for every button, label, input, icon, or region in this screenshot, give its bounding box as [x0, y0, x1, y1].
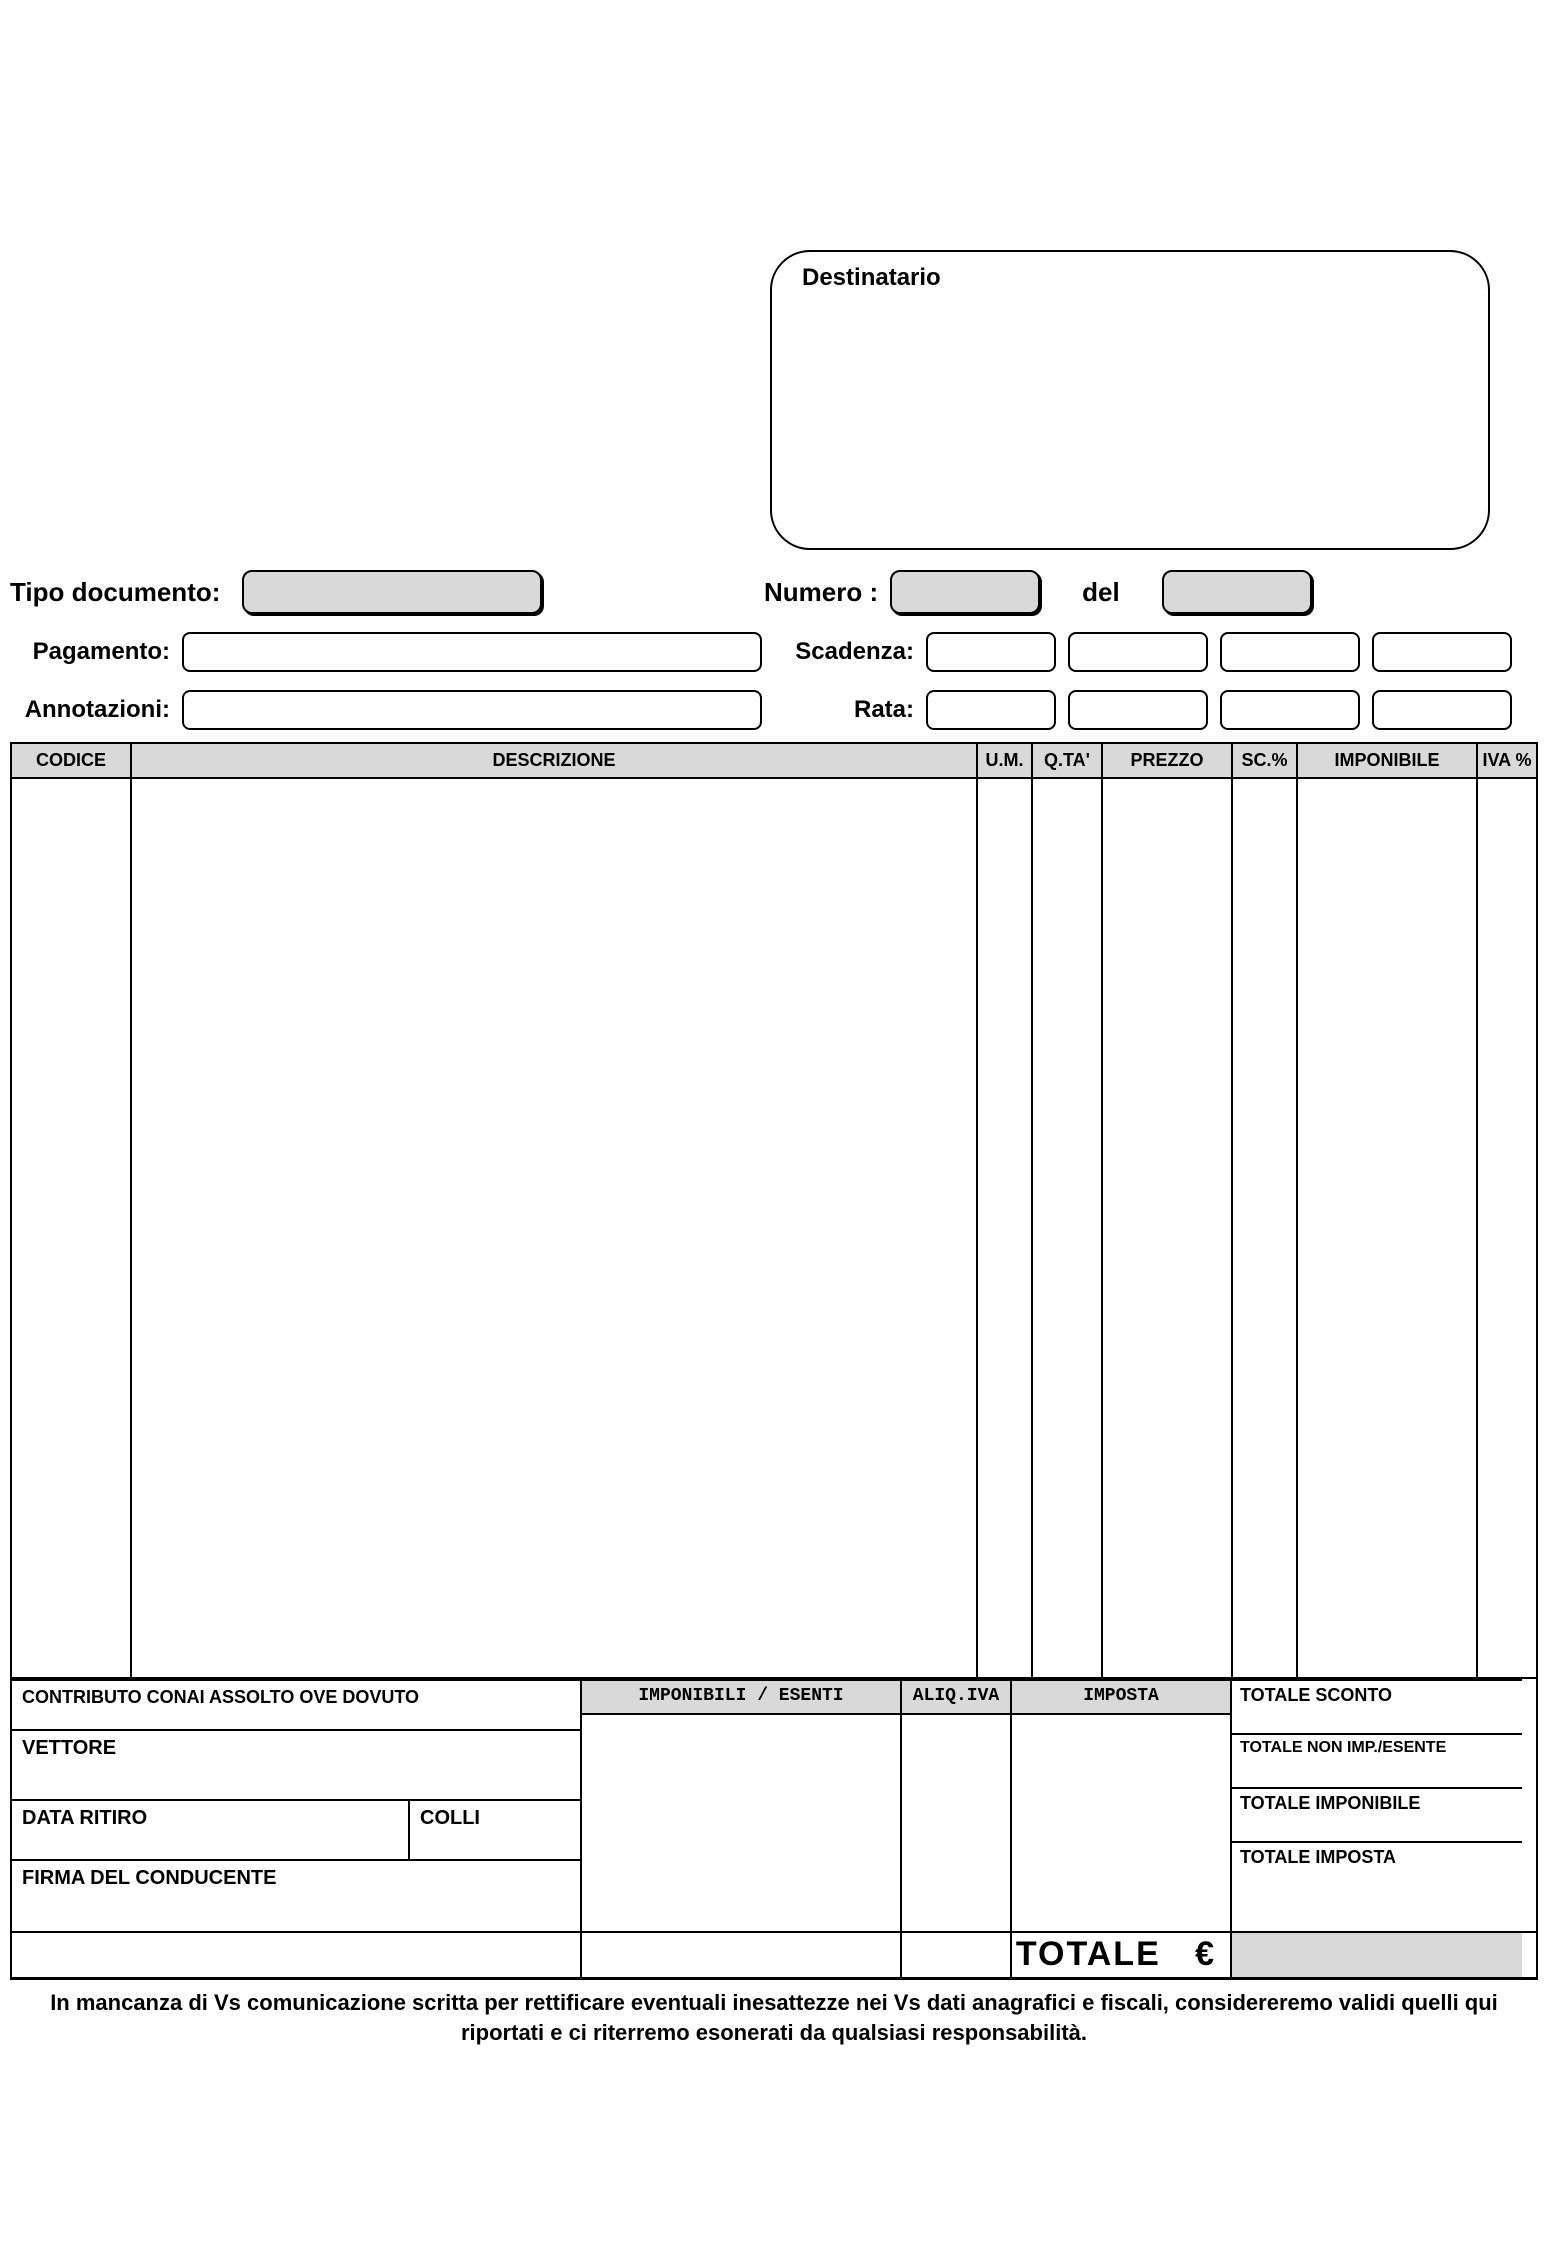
- scadenza-field-2[interactable]: [1068, 632, 1208, 672]
- footer-grid: CONTRIBUTO CONAI ASSOLTO OVE DOVUTO VETT…: [10, 1679, 1538, 1933]
- colli-label: COLLI: [410, 1801, 580, 1859]
- imposta-body[interactable]: [1012, 1715, 1230, 1931]
- cell-um[interactable]: [977, 778, 1032, 1678]
- col-um: U.M.: [977, 743, 1032, 778]
- totale-imposta-label: TOTALE IMPOSTA: [1232, 1843, 1522, 1897]
- header-row-1: Tipo documento: Numero : del: [10, 570, 1538, 614]
- firma-label: FIRMA DEL CONDUCENTE: [12, 1861, 580, 1931]
- annotazioni-field[interactable]: [182, 690, 762, 730]
- scadenza-field-4[interactable]: [1372, 632, 1512, 672]
- scadenza-field-3[interactable]: [1220, 632, 1360, 672]
- disclaimer-text: In mancanza di Vs comunicazione scritta …: [10, 1988, 1538, 2077]
- numero-field[interactable]: [890, 570, 1040, 614]
- scadenza-label: Scadenza:: [774, 638, 914, 666]
- rata-label: Rata:: [774, 696, 914, 724]
- cell-descrizione[interactable]: [131, 778, 977, 1678]
- tipo-documento-label: Tipo documento:: [10, 577, 230, 608]
- totale-value[interactable]: [1232, 1933, 1522, 1977]
- tipo-documento-field[interactable]: [242, 570, 542, 614]
- pagamento-field[interactable]: [182, 632, 762, 672]
- cell-qta[interactable]: [1032, 778, 1102, 1678]
- destinatario-label: Destinatario: [802, 264, 941, 292]
- cell-imponibile[interactable]: [1297, 778, 1477, 1678]
- annotazioni-label: Annotazioni:: [10, 696, 170, 724]
- aliq-iva-column: ALIQ.IVA: [902, 1679, 1012, 1931]
- imponibili-esenti-label: IMPONIBILI / ESENTI: [582, 1681, 900, 1715]
- col-qta: Q.TA': [1032, 743, 1102, 778]
- rata-field-3[interactable]: [1220, 690, 1360, 730]
- del-field[interactable]: [1162, 570, 1312, 614]
- cell-sc[interactable]: [1232, 778, 1297, 1678]
- scadenza-field-1[interactable]: [926, 632, 1056, 672]
- rata-field-4[interactable]: [1372, 690, 1512, 730]
- cell-prezzo[interactable]: [1102, 778, 1232, 1678]
- imposta-column: IMPOSTA: [1012, 1679, 1232, 1931]
- items-table: CODICE DESCRIZIONE U.M. Q.TA' PREZZO SC.…: [10, 742, 1538, 1679]
- totale-label: TOTALE €: [1012, 1933, 1232, 1977]
- header-row-3: Annotazioni: Rata:: [10, 690, 1538, 730]
- items-body-row: [11, 778, 1537, 1678]
- totale-blank-2: [582, 1933, 902, 1977]
- imposta-label: IMPOSTA: [1012, 1681, 1230, 1715]
- numero-label: Numero :: [764, 577, 878, 608]
- col-imponibile: IMPONIBILE: [1297, 743, 1477, 778]
- header-row-2: Pagamento: Scadenza:: [10, 632, 1538, 672]
- totale-blank-1: [12, 1933, 582, 1977]
- top-spacer: [10, 0, 1538, 250]
- col-sc: SC.%: [1232, 743, 1297, 778]
- vettore-label: VETTORE: [12, 1731, 580, 1801]
- rata-field-1[interactable]: [926, 690, 1056, 730]
- pagamento-label: Pagamento:: [10, 638, 170, 666]
- footer-left-stack: CONTRIBUTO CONAI ASSOLTO OVE DOVUTO VETT…: [12, 1679, 582, 1931]
- totale-non-imp-label: TOTALE NON IMP./ESENTE: [1232, 1735, 1522, 1789]
- conai-label: CONTRIBUTO CONAI ASSOLTO OVE DOVUTO: [12, 1681, 580, 1731]
- cell-codice[interactable]: [11, 778, 131, 1678]
- imponibili-body[interactable]: [582, 1715, 900, 1931]
- totale-blank-3: [902, 1933, 1012, 1977]
- totale-row: TOTALE €: [10, 1933, 1538, 1980]
- col-prezzo: PREZZO: [1102, 743, 1232, 778]
- col-iva: IVA %: [1477, 743, 1537, 778]
- totale-imponibile-label: TOTALE IMPONIBILE: [1232, 1789, 1522, 1843]
- data-ritiro-label: DATA RITIRO: [12, 1801, 410, 1859]
- aliq-iva-label: ALIQ.IVA: [902, 1681, 1010, 1715]
- aliq-iva-body[interactable]: [902, 1715, 1010, 1931]
- ritiro-row: DATA RITIRO COLLI: [12, 1801, 580, 1861]
- imponibili-column: IMPONIBILI / ESENTI: [582, 1679, 902, 1931]
- totale-sconto-label: TOTALE SCONTO: [1232, 1681, 1522, 1735]
- col-codice: CODICE: [11, 743, 131, 778]
- footer-right-stack: TOTALE SCONTO TOTALE NON IMP./ESENTE TOT…: [1232, 1679, 1522, 1931]
- destinatario-box[interactable]: Destinatario: [770, 250, 1490, 550]
- cell-iva[interactable]: [1477, 778, 1537, 1678]
- del-label: del: [1082, 577, 1120, 608]
- col-descrizione: DESCRIZIONE: [131, 743, 977, 778]
- invoice-form: Destinatario Tipo documento: Numero : de…: [0, 0, 1548, 2077]
- rata-field-2[interactable]: [1068, 690, 1208, 730]
